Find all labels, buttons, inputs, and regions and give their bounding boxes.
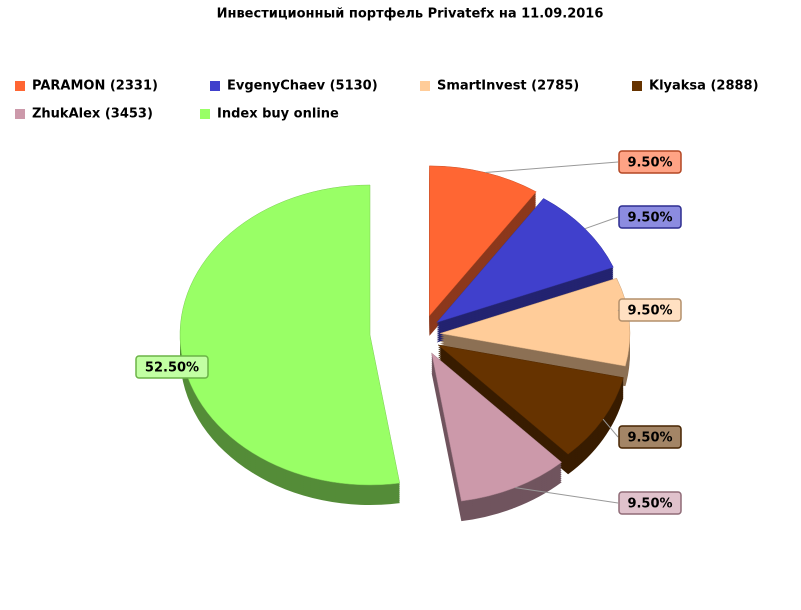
legend-label: EvgenyChaev (5130) <box>227 79 378 94</box>
legend-label: SmartInvest (2785) <box>437 79 579 94</box>
value-label: 9.50% <box>627 304 672 319</box>
legend-label: Klyaksa (2888) <box>649 79 759 94</box>
legend-swatch <box>200 109 210 119</box>
legend-label: PARAMON (2331) <box>32 79 158 94</box>
value-label-box <box>618 150 682 174</box>
value-label-box <box>618 425 682 449</box>
legend-label: ZhukAlex (3453) <box>32 107 153 122</box>
chart-title: Инвестиционный портфель Privatefx на 11.… <box>217 7 604 22</box>
value-label: 9.50% <box>627 156 672 171</box>
value-label-box <box>618 298 682 322</box>
leader-line <box>602 418 619 438</box>
leader-line <box>485 161 619 174</box>
legend-swatch <box>632 81 642 91</box>
value-label-box <box>618 205 682 229</box>
legend-swatch <box>15 81 25 91</box>
slice <box>437 344 624 455</box>
value-label: 52.50% <box>145 361 199 376</box>
slice <box>179 184 401 486</box>
value-label-box <box>135 355 209 379</box>
value-label-box <box>618 491 682 515</box>
value-label: 9.50% <box>627 211 672 226</box>
leader-line <box>515 487 619 504</box>
legend-swatch <box>210 81 220 91</box>
legend-label: Index buy online <box>217 107 339 122</box>
legend-swatch <box>15 109 25 119</box>
value-label: 9.50% <box>627 431 672 446</box>
leader-line <box>584 216 619 230</box>
value-label: 9.50% <box>627 497 672 512</box>
legend-swatch <box>420 81 430 91</box>
slice <box>435 198 614 323</box>
slice <box>429 165 537 317</box>
